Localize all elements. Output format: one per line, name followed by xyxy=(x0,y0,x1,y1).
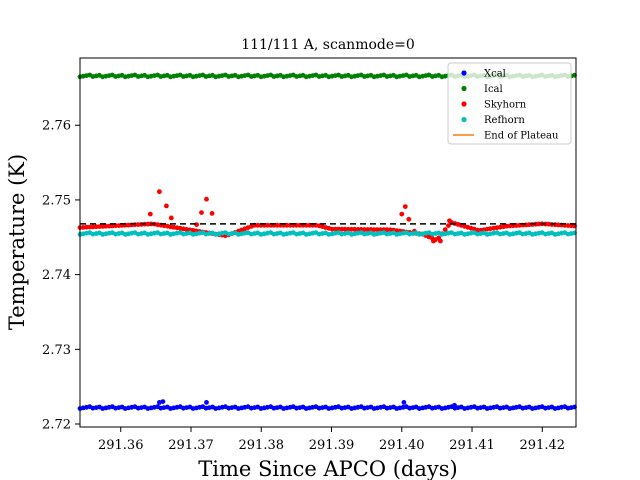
data-point xyxy=(447,218,452,224)
legend-swatch xyxy=(461,116,467,123)
x-tick-label: 291.42 xyxy=(520,438,566,453)
legend-label: Refhorn xyxy=(484,115,525,126)
x-tick-label: 291.36 xyxy=(98,438,144,453)
series-layer xyxy=(77,72,577,411)
legend-swatch xyxy=(461,101,467,107)
legend-label: Skyhorn xyxy=(484,100,527,111)
data-point xyxy=(402,204,408,210)
legend-box xyxy=(447,62,572,145)
data-point xyxy=(204,400,209,405)
y-tick-label: 2.72 xyxy=(42,418,71,433)
data-point xyxy=(194,222,200,228)
y-tick-label: 2.73 xyxy=(42,343,71,358)
data-point xyxy=(209,211,215,216)
legend-swatch xyxy=(461,85,467,92)
y-tick-label: 2.74 xyxy=(42,268,71,283)
legend-swatch xyxy=(461,70,467,76)
data-point xyxy=(399,211,405,217)
data-point xyxy=(147,211,153,217)
data-point xyxy=(365,227,370,232)
legend-label: Xcal xyxy=(484,69,506,80)
data-point xyxy=(452,402,457,408)
legend: Xcal Ical Skyhorn Refhorn End of Plateau xyxy=(447,62,572,145)
x-tick-label: 291.37 xyxy=(168,438,214,453)
plot-border xyxy=(79,57,577,428)
data-point xyxy=(406,216,412,222)
x-tick-label: 291.39 xyxy=(309,438,355,453)
data-point xyxy=(431,238,436,244)
data-point xyxy=(168,215,174,221)
y-axis-ticks: 2.72 2.73 2.74 2.75 2.76 xyxy=(42,119,80,433)
series-xcal xyxy=(77,399,577,411)
data-point xyxy=(160,399,166,404)
y-tick-label: 2.75 xyxy=(42,193,71,208)
legend-items: Xcal Ical Skyhorn Refhorn End of Plateau xyxy=(453,69,559,142)
y-tick-label: 2.76 xyxy=(42,119,71,134)
data-point xyxy=(199,210,204,216)
data-point xyxy=(164,203,169,209)
series-refhorn xyxy=(77,230,577,237)
data-point xyxy=(204,196,209,202)
x-axis-ticks: 291.36 291.37 291.38 291.39 291.40 291.41 291.… xyxy=(98,427,565,453)
x-tick-label: 291.38 xyxy=(239,438,285,453)
data-point xyxy=(157,189,162,195)
data-point xyxy=(255,222,261,228)
legend-label: End of Plateau xyxy=(484,131,559,142)
data-point xyxy=(355,227,361,232)
x-tick-label: 291.40 xyxy=(379,438,425,453)
x-axis-label: Time Since APCO (days) xyxy=(198,457,457,480)
x-tick-label: 291.41 xyxy=(449,438,495,453)
data-point xyxy=(345,226,351,232)
legend-label: Ical xyxy=(484,84,503,95)
data-point xyxy=(446,223,451,229)
chart-title: 111/111 A, scanmode=0 xyxy=(241,37,415,53)
y-axis-label: Temperature (K) xyxy=(5,154,29,330)
data-point xyxy=(401,400,407,405)
data-point xyxy=(438,238,443,244)
data-point xyxy=(442,227,448,233)
data-point xyxy=(265,222,270,228)
